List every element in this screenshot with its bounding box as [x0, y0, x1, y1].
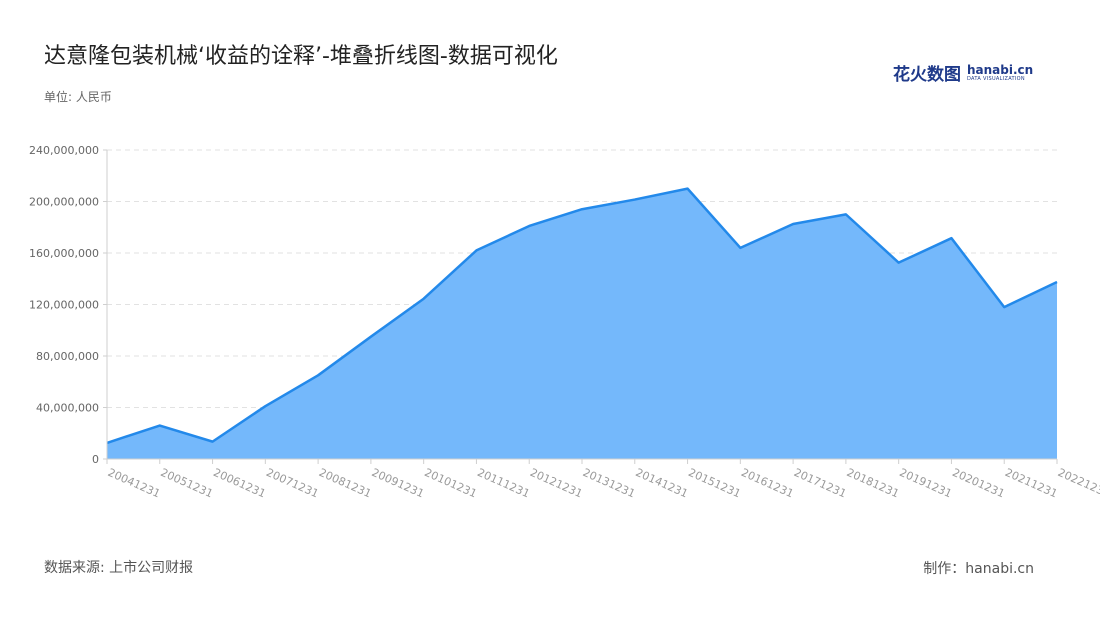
y-tick-label: 80,000,000 — [36, 350, 99, 363]
x-tick-label: 20061231 — [211, 466, 267, 501]
x-tick-label: 20071231 — [264, 466, 320, 501]
brand-logo: 花火数图 hanabi.cn DATA VISUALIZATION — [893, 60, 1033, 86]
x-tick-label: 20101231 — [422, 466, 478, 501]
x-tick-label: 20051231 — [159, 466, 215, 501]
chart-title: 达意隆包装机械‘收益的诠释’-堆叠折线图-数据可视化 — [44, 44, 558, 69]
x-tick-label: 20081231 — [317, 466, 373, 501]
x-tick-label: 20181231 — [845, 466, 901, 501]
maker-label: 制作：hanabi.cn — [923, 561, 1034, 577]
area-layer — [106, 187, 1058, 459]
x-tick-label: 20131231 — [581, 466, 637, 501]
x-tick-label: 20201231 — [950, 466, 1006, 501]
logo-sub-text: DATA VISUALIZATION — [967, 75, 1025, 82]
y-tick-label: 200,000,000 — [29, 196, 99, 209]
x-tick-label: 20171231 — [792, 466, 848, 501]
x-tick-label: 20161231 — [739, 466, 795, 501]
x-tick-label: 20191231 — [897, 466, 953, 501]
x-tick-label: 20111231 — [475, 466, 531, 501]
series-area — [107, 188, 1057, 459]
unit-label: 单位: 人民币 — [44, 90, 112, 104]
series-line — [106, 187, 1058, 445]
y-tick-label: 240,000,000 — [29, 144, 99, 157]
x-tick-label: 20221231 — [1056, 466, 1100, 501]
x-tick-label: 20121231 — [528, 466, 584, 501]
x-tick-label: 20151231 — [686, 466, 742, 501]
x-tick-label: 20211231 — [1003, 466, 1059, 501]
y-tick-label: 120,000,000 — [29, 299, 99, 312]
x-tick-label: 20041231 — [106, 466, 162, 501]
logo-en-text: hanabi.cn — [967, 62, 1034, 77]
axis-layer — [103, 149, 1058, 464]
y-tick-label: 40,000,000 — [36, 402, 99, 415]
logo-cn-text: 花火数图 — [893, 65, 961, 85]
x-tick-label: 20141231 — [634, 466, 690, 501]
logo-en-block: hanabi.cn DATA VISUALIZATION — [967, 64, 1033, 82]
source-label: 数据来源: 上市公司财报 — [44, 560, 194, 576]
x-tick-label: 20091231 — [370, 466, 426, 501]
y-tick-label: 0 — [92, 453, 99, 466]
y-tick-label: 160,000,000 — [29, 247, 99, 260]
